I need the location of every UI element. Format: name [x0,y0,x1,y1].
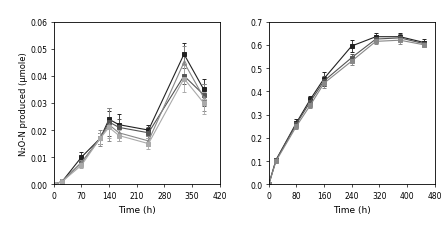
X-axis label: Time (h): Time (h) [333,205,370,214]
Y-axis label: N₂O-N produced (μmole): N₂O-N produced (μmole) [19,52,28,155]
X-axis label: Time (h): Time (h) [118,205,155,214]
